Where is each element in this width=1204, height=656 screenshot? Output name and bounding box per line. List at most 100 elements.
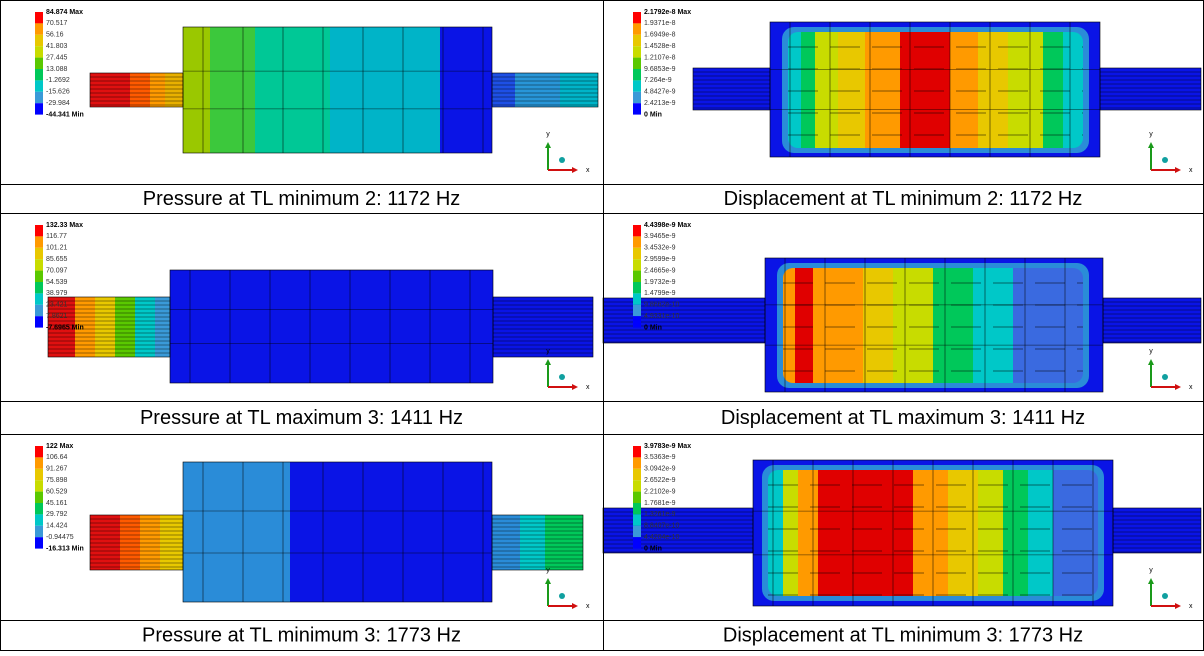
contour-band [768,470,783,596]
contour-band [798,470,818,596]
contour-band [560,27,598,153]
legend-label: 101.21 [46,245,68,252]
inner [788,32,1083,148]
axis-z [1162,157,1168,163]
model-part [603,298,765,343]
legend-swatch [35,316,43,328]
legend-label: 84.874 Max [46,9,83,16]
axis-y-head [1148,578,1154,584]
contour-band [795,268,813,383]
legend-label: 2.9599e-9 [644,256,676,263]
legend-swatch [633,270,641,282]
contour-band [933,268,973,383]
legend-swatch [35,91,43,104]
model [90,27,598,153]
legend-label: 14.424 [46,523,68,530]
legend-label: 1.3261e-9 [644,511,676,518]
legend-swatch [633,304,641,317]
triad-x-label: x [586,167,590,174]
model-outline [492,296,594,358]
axis-y-head [1148,142,1154,148]
legend-label: 0 Min [644,111,662,118]
inner [783,268,1083,383]
legend-label: 27.445 [46,54,68,61]
inner [768,470,1098,596]
axis-x-head [1175,167,1181,173]
legend-label: 3.9783e-9 Max [644,443,691,450]
contour-band [1063,32,1083,148]
legend-label: 91.267 [46,466,68,473]
contour-band [838,32,865,148]
legend-swatch [35,225,43,237]
contour-band [135,270,155,383]
legend-swatch [633,46,641,58]
legend-swatch [633,480,641,492]
contour-band [115,270,135,383]
axis-z [559,157,565,163]
legend-swatch [35,537,43,549]
legend-swatch [35,23,43,35]
legend-label: 0 Min [644,545,662,552]
legend-swatch [633,525,641,538]
legend-label: 2.6522e-9 [644,477,676,484]
contour-band [900,32,950,148]
legend-label: 3.5363e-9 [644,454,676,461]
contour-band [1008,32,1043,148]
model-outline [1102,297,1202,344]
legend-label: 1.7681e-9 [644,500,676,507]
legend-label: 4.4204e-10 [644,534,680,541]
legend-label: 9.6853e-9 [644,66,676,73]
legend-swatch [633,457,641,469]
legend-label: 2.2102e-9 [644,488,676,495]
contour-band [492,27,515,153]
axis-z [559,374,565,380]
contour-band [75,270,95,383]
contour-band [1053,470,1098,596]
axis-y-head [545,578,551,584]
panel: 4.4398e-9 Max 3.9465e-9 3.4532e-9 2.9599e-9… [602,222,1202,393]
contour-band [1003,470,1028,596]
legend-swatch [633,282,641,294]
axis-z [559,593,565,599]
legend-swatch [633,57,641,69]
legend-swatch [35,259,43,271]
model [603,460,1201,606]
legend-swatch [633,446,641,458]
contour-band [948,470,978,596]
legend-label: 56.16 [46,32,64,39]
contour-band [801,32,815,148]
legend-swatch [35,282,43,294]
legend-swatch [633,80,641,92]
contour-band [1028,470,1053,596]
legend-swatch [35,57,43,69]
triad-x-label: x [586,603,590,610]
caption: Pressure at TL maximum 3: 1411 Hz [140,407,463,429]
legend-label: 54.539 [46,279,68,286]
triad-y-label: y [546,567,550,574]
legend-label: -0.94475 [46,534,74,541]
panel: 84.874 Max 70.517 56.16 41.803 27.445 13.088 -… [35,9,599,174]
legend-swatch [633,103,641,115]
contour-band [863,268,893,383]
contour-band [783,470,798,596]
caption: Displacement at TL minimum 3: 1773 Hz [723,624,1083,646]
legend-swatch [35,468,43,481]
triad-y-label: y [546,348,550,355]
legend-label: -7.6965 Min [46,324,84,331]
legend-swatch [35,503,43,515]
model [48,270,593,383]
legend-label: 1.9371e-8 [644,20,676,27]
contour-band [330,27,440,153]
model-outline [491,514,584,571]
contour-band [130,27,150,153]
legend-swatch [35,80,43,92]
model-part [1113,508,1201,553]
contour-band [165,27,183,153]
model-outline [491,72,599,108]
legend-label: 4.4398e-9 Max [644,222,691,229]
contour-band [150,27,165,153]
legend-label: 2.1792e-8 Max [644,9,691,16]
legend-label: -29.984 [46,100,70,107]
legend-label: 38.979 [46,290,68,297]
